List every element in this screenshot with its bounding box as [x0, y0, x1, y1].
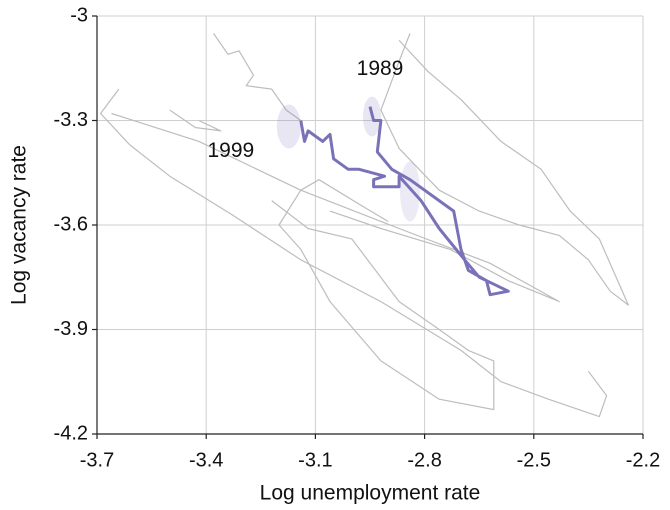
- highlight-halo: [400, 161, 420, 222]
- x-tick-label: -3.1: [298, 449, 332, 471]
- series-line: [111, 112, 560, 303]
- x-tick-label: -2.5: [517, 449, 551, 471]
- series-line: [100, 88, 608, 418]
- highlight-halo: [276, 104, 301, 149]
- y-tick-label: -3: [70, 4, 88, 26]
- y-tick-label: -3.6: [54, 213, 88, 235]
- x-tick-label: -2.2: [626, 449, 660, 471]
- y-tick-label: -3.3: [54, 109, 88, 131]
- y-tick-label: -4.2: [54, 422, 88, 444]
- highlight-line: [299, 106, 510, 297]
- series-line: [271, 179, 495, 411]
- annotation: 1999: [207, 139, 254, 162]
- x-tick-label: -2.8: [407, 449, 441, 471]
- x-axis-title: Log unemployment rate: [260, 482, 481, 505]
- series-line: [213, 33, 302, 121]
- series-line: [380, 33, 629, 306]
- y-axis-title: Log vacancy rate: [8, 145, 31, 305]
- annotation: 1989: [357, 57, 404, 80]
- x-tick-label: -3.4: [189, 449, 223, 471]
- series-line: [169, 109, 222, 132]
- x-tick-label: -3.7: [80, 449, 114, 471]
- y-tick-label: -3.9: [54, 318, 88, 340]
